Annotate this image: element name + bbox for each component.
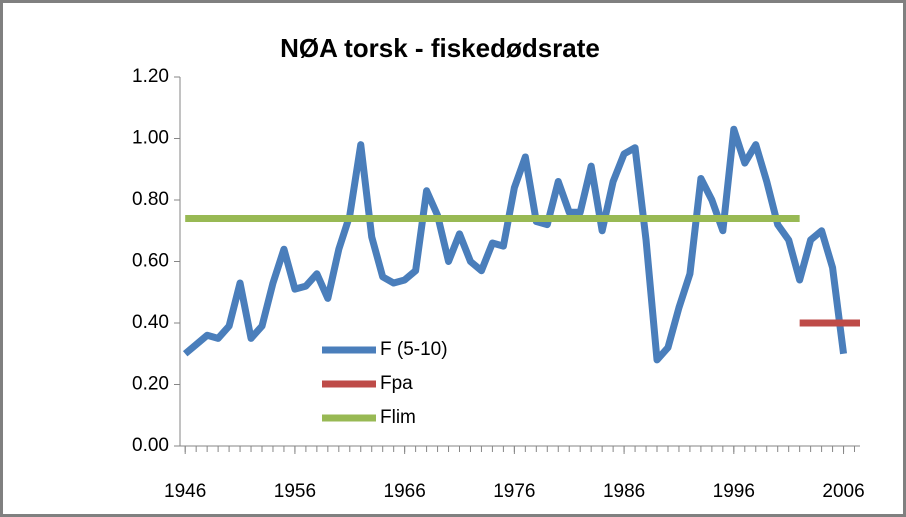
y-tick-label: 0.20 bbox=[132, 374, 169, 395]
legend-label: Flim bbox=[380, 407, 416, 428]
y-tick-label: 0.40 bbox=[132, 312, 169, 333]
legend-label: F (5-10) bbox=[380, 339, 448, 360]
x-tick-label: 1986 bbox=[603, 481, 645, 502]
series-line bbox=[182, 125, 848, 364]
x-tick-label: 1976 bbox=[493, 481, 535, 502]
y-tick-label: 0.60 bbox=[132, 251, 169, 272]
y-tick-label: 0.00 bbox=[132, 435, 169, 456]
chart-title: NØA torsk - fiskedødsrate bbox=[280, 33, 600, 63]
x-tick-label: 1946 bbox=[164, 481, 206, 502]
y-tick-label: 1.20 bbox=[132, 66, 169, 87]
y-tick-label: 1.00 bbox=[132, 128, 169, 149]
x-tick-label: 2006 bbox=[822, 481, 864, 502]
x-tick-label: 1966 bbox=[384, 481, 426, 502]
x-tick-label: 1996 bbox=[713, 481, 755, 502]
y-tick-label: 0.80 bbox=[132, 189, 169, 210]
legend-label: Fpa bbox=[380, 373, 413, 394]
x-tick-label: 1956 bbox=[274, 481, 316, 502]
